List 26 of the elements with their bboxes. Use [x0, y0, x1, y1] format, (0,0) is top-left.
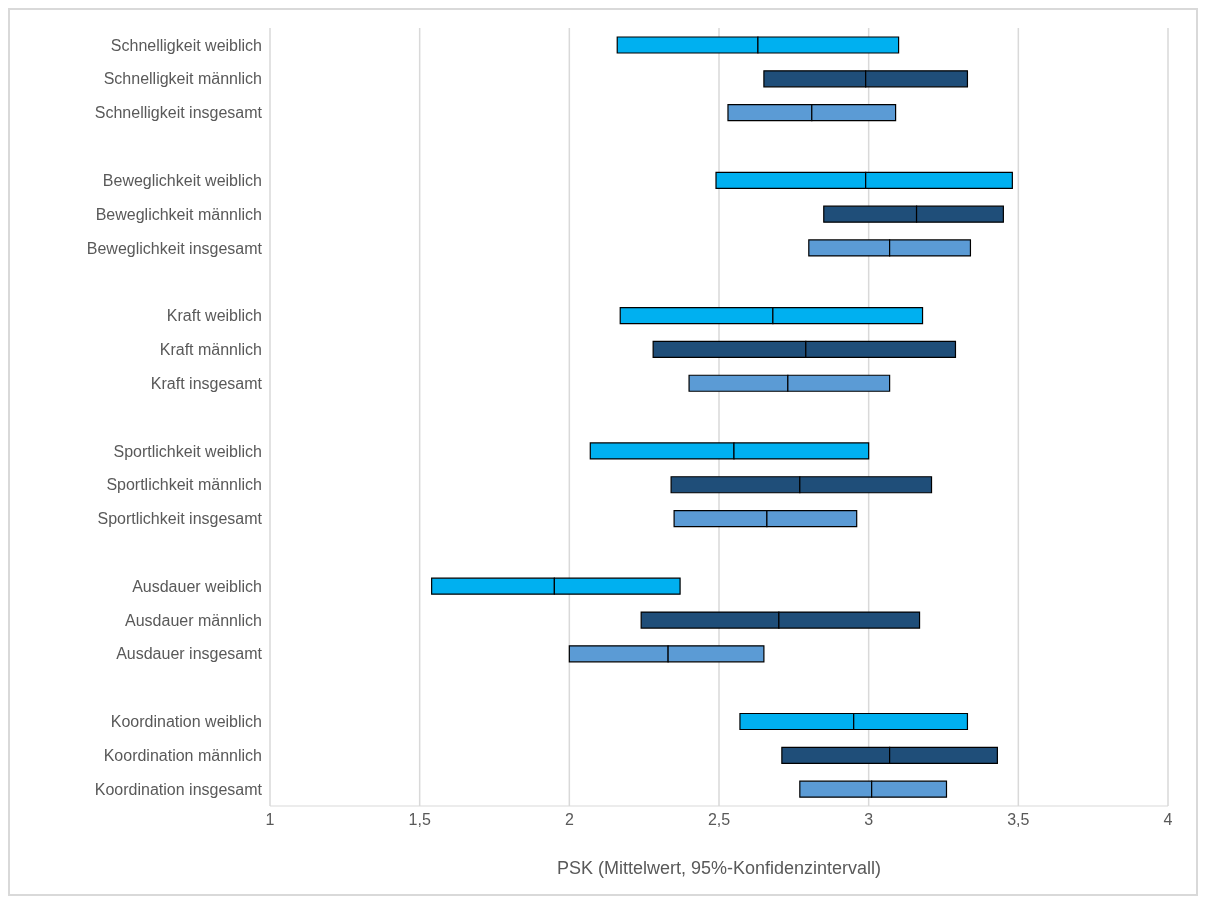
x-tick-label: 1,5 [408, 811, 431, 829]
y-tick-label: Kraft insgesamt [150, 374, 263, 392]
x-axis-title: PSK (Mittelwert, 95%-Konfidenzintervall) [556, 858, 882, 878]
y-tick-label: Beweglichkeit weiblich [102, 171, 262, 189]
x-tick-label: 4 [1163, 811, 1173, 829]
y-tick-label: Kraft weiblich [166, 307, 262, 325]
x-tick-label: 1 [265, 811, 275, 829]
y-tick-label: Ausdauer insgesamt [116, 645, 263, 663]
y-tick-label: Koordination insgesamt [94, 780, 263, 798]
y-tick-label: Ausdauer männlich [125, 611, 262, 629]
y-tick-label: Sportlichkeit weiblich [113, 442, 262, 460]
y-tick-label: Koordination männlich [103, 746, 262, 764]
x-tick-label: 3,5 [1007, 811, 1030, 829]
y-tick-label: Sportlichkeit insgesamt [97, 510, 263, 528]
y-tick-label: Schnelligkeit männlich [103, 70, 262, 88]
y-tick-label: Sportlichkeit männlich [106, 476, 262, 494]
y-tick-label: Schnelligkeit weiblich [110, 36, 262, 54]
y-tick-label: Ausdauer weiblich [132, 577, 262, 595]
y-tick-label: Koordination weiblich [110, 713, 262, 731]
y-tick-label: Kraft männlich [159, 341, 262, 359]
y-tick-label: Beweglichkeit insgesamt [86, 239, 263, 257]
x-tick-label: 3 [864, 811, 874, 829]
x-tick-label: 2 [564, 811, 574, 829]
y-tick-label: Beweglichkeit männlich [95, 205, 262, 223]
x-tick-label: 2,5 [707, 811, 731, 829]
y-tick-label: Schnelligkeit insgesamt [94, 104, 263, 122]
